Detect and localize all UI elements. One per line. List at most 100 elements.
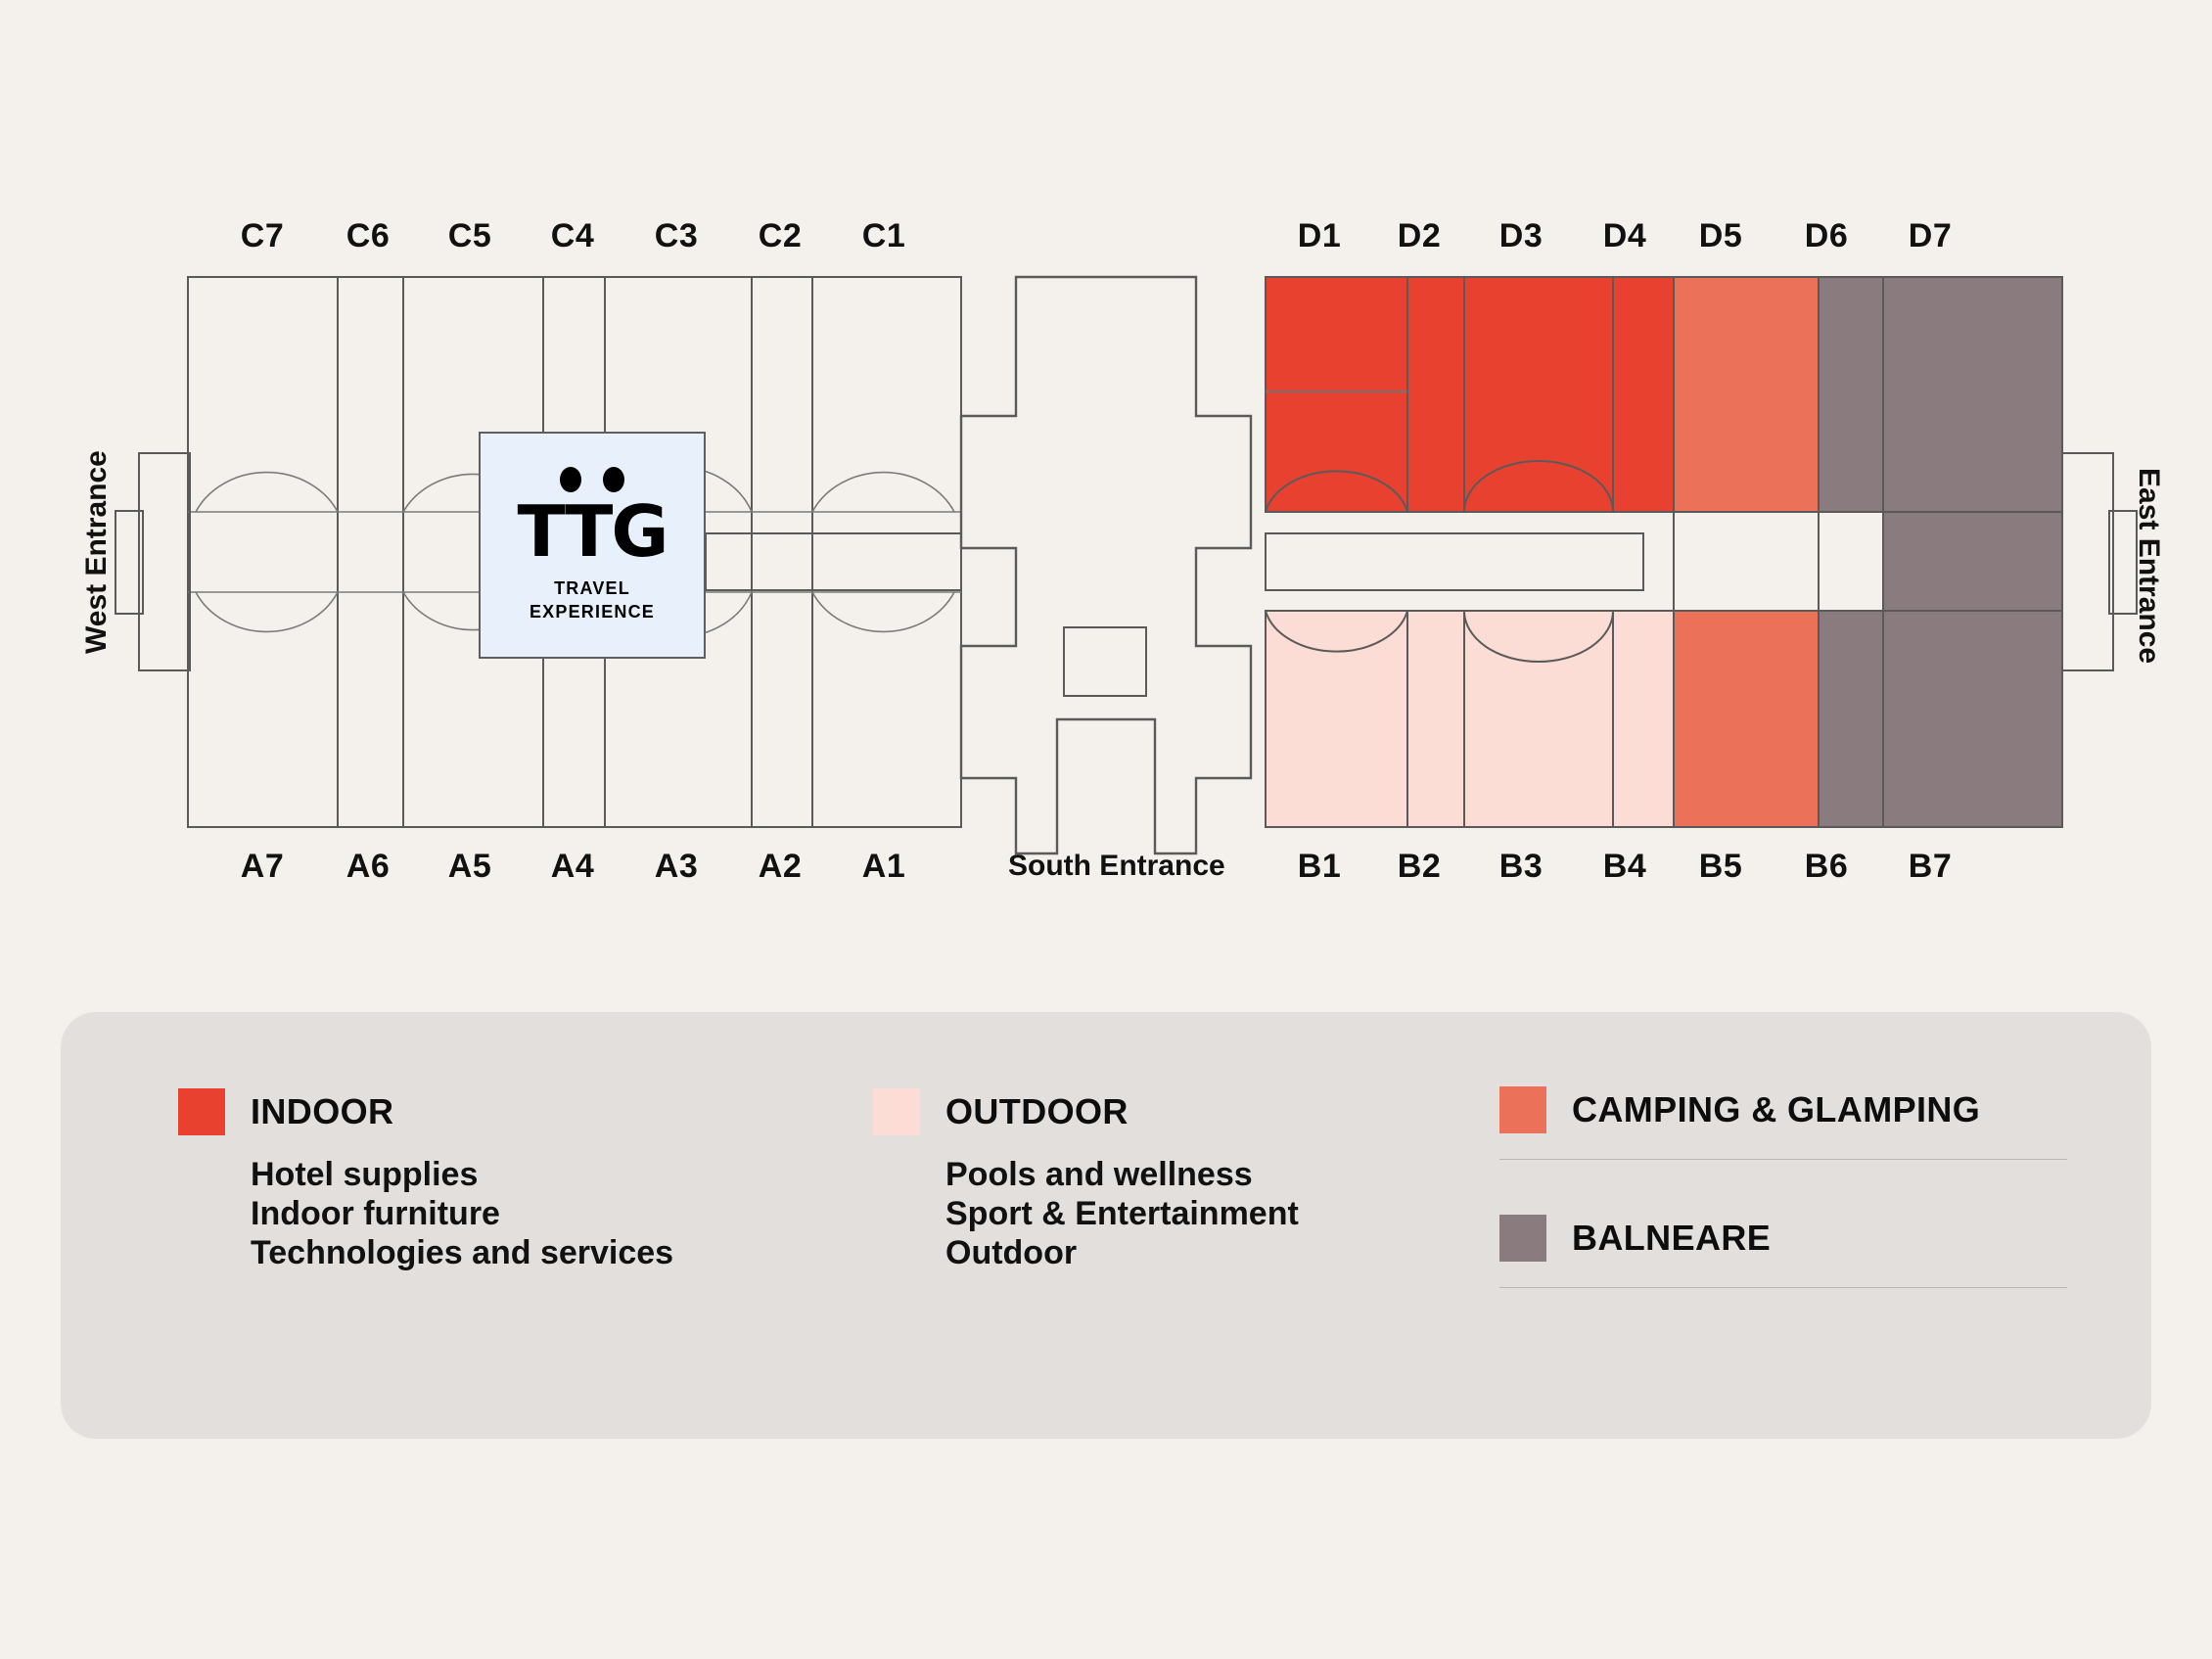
atrium-arc-1-top	[195, 471, 339, 513]
west-entrance-porch	[115, 510, 144, 615]
legend-title-balneare: BALNEARE	[1572, 1218, 1772, 1258]
hall-label-D6[interactable]: D6	[1804, 217, 1849, 254]
south-connector	[959, 275, 1253, 855]
south-connector-outline	[959, 275, 1253, 855]
east-building	[1265, 276, 2138, 828]
hall-label-A3[interactable]: A3	[654, 848, 699, 885]
ttg-wordmark: TTG	[517, 489, 669, 573]
hall-label-B5[interactable]: B5	[1698, 848, 1743, 885]
atrium-arc-4-bottom	[811, 591, 955, 633]
hall-label-A6[interactable]: A6	[346, 848, 391, 885]
hall-label-B4[interactable]: B4	[1602, 848, 1647, 885]
hall-B1	[1265, 610, 1408, 828]
hall-label-C1[interactable]: C1	[861, 217, 906, 254]
hall-label-C2[interactable]: C2	[758, 217, 803, 254]
legend-swatch-outdoor	[873, 1088, 920, 1135]
east-entrance-porch	[2108, 510, 2138, 615]
hall-label-B1[interactable]: B1	[1297, 848, 1342, 885]
hall-label-D4[interactable]: D4	[1602, 217, 1647, 254]
west-building	[115, 276, 962, 828]
legend-item-indoor-1: Hotel supplies	[251, 1156, 479, 1193]
legend-swatch-balneare	[1499, 1215, 1546, 1262]
legend-head-indoor[interactable]: INDOOR	[178, 1088, 824, 1135]
legend-divider-balneare	[1499, 1287, 2067, 1288]
legend-group-indoor: INDOOR Hotel supplies Indoor furniture T…	[178, 1088, 824, 1272]
ttg-logo-dot-left	[560, 466, 581, 492]
hall-D1-arc	[1265, 470, 1408, 513]
hall-label-C7[interactable]: C7	[240, 217, 285, 254]
hall-D3	[1463, 276, 1614, 513]
hall-label-A1[interactable]: A1	[861, 848, 906, 885]
atrium-arc-4-top	[811, 471, 955, 513]
hall-label-C5[interactable]: C5	[447, 217, 492, 254]
legend-item-outdoor-2: Sport & Entertainment	[945, 1195, 1299, 1233]
entrance-label-east[interactable]: East Entrance	[2133, 468, 2165, 665]
legend-divider-camping	[1499, 1159, 2067, 1160]
hall-B1-arc	[1265, 610, 1408, 653]
ttg-logo[interactable]: TTG TRAVEL EXPERIENCE	[479, 432, 706, 659]
hall-B5	[1673, 610, 1820, 828]
legend-group-balneare: BALNEARE	[1499, 1215, 2067, 1288]
ttg-logo-dots-icon	[560, 466, 624, 492]
hall-B2	[1406, 610, 1465, 828]
hall-label-C3[interactable]: C3	[654, 217, 699, 254]
hall-B4	[1612, 610, 1675, 828]
east-entrance-vestibule	[2061, 452, 2114, 671]
hall-B3	[1463, 610, 1614, 828]
legend-head-outdoor[interactable]: OUTDOOR	[873, 1088, 1480, 1135]
legend-head-camping[interactable]: CAMPING & GLAMPING	[1499, 1086, 2067, 1133]
hall-label-B2[interactable]: B2	[1397, 848, 1442, 885]
hall-label-A7[interactable]: A7	[240, 848, 285, 885]
legend-item-indoor-2: Indoor furniture	[251, 1195, 500, 1233]
legend-item-indoor-3: Technologies and services	[251, 1234, 674, 1272]
hall-D4	[1612, 276, 1675, 513]
legend-items-outdoor: Pools and wellness Sport & Entertainment…	[945, 1155, 1480, 1272]
hall-B3-arc	[1463, 610, 1614, 663]
entrance-label-west[interactable]: West Entrance	[80, 450, 113, 654]
hall-D7	[1882, 276, 2063, 513]
east-gap-D6-B6	[1818, 511, 1884, 612]
hall-D2	[1406, 276, 1465, 513]
hall-D6	[1818, 276, 1884, 513]
legend-swatch-indoor	[178, 1088, 225, 1135]
hall-label-D5[interactable]: D5	[1698, 217, 1743, 254]
ttg-tagline-line2: EXPERIENCE	[529, 602, 656, 622]
entrance-label-south[interactable]: South Entrance	[1008, 850, 1225, 882]
hall-B6	[1818, 610, 1884, 828]
legend-group-camping: CAMPING & GLAMPING	[1499, 1086, 2067, 1160]
hall-label-C4[interactable]: C4	[550, 217, 595, 254]
hall-B7	[1882, 610, 2063, 828]
legend-item-outdoor-3: Outdoor	[945, 1234, 1078, 1272]
legend-panel: INDOOR Hotel supplies Indoor furniture T…	[61, 1012, 2151, 1439]
hall-D1-lower	[1265, 391, 1408, 513]
hall-label-D7[interactable]: D7	[1908, 217, 1953, 254]
legend-items-indoor: Hotel supplies Indoor furniture Technolo…	[251, 1155, 824, 1272]
hall-label-A4[interactable]: A4	[550, 848, 595, 885]
west-corridor-spine	[705, 532, 962, 591]
hall-D3-arc	[1463, 460, 1614, 513]
west-entrance-vestibule	[138, 452, 191, 671]
legend-swatch-camping	[1499, 1086, 1546, 1133]
legend-group-outdoor: OUTDOOR Pools and wellness Sport & Enter…	[873, 1088, 1480, 1272]
south-entrance-kiosk	[1063, 626, 1147, 697]
hall-label-A2[interactable]: A2	[758, 848, 803, 885]
hall-label-B6[interactable]: B6	[1804, 848, 1849, 885]
legend-title-camping: CAMPING & GLAMPING	[1572, 1089, 1981, 1129]
legend-item-outdoor-1: Pools and wellness	[945, 1156, 1253, 1193]
ttg-tagline-line1: TRAVEL	[554, 577, 630, 598]
hall-label-A5[interactable]: A5	[447, 848, 492, 885]
legend-head-balneare[interactable]: BALNEARE	[1499, 1215, 2067, 1262]
east-corridor-spine	[1265, 532, 1644, 591]
hall-label-D3[interactable]: D3	[1498, 217, 1544, 254]
hall-label-C6[interactable]: C6	[346, 217, 391, 254]
hall-label-D2[interactable]: D2	[1397, 217, 1442, 254]
hall-label-B7[interactable]: B7	[1908, 848, 1953, 885]
hall-label-B3[interactable]: B3	[1498, 848, 1544, 885]
atrium-arc-1-bottom	[195, 591, 339, 633]
fair-floorplan: .wall { fill: none; stroke: #5A5A5A; str…	[115, 275, 2138, 855]
legend-group-column-3: CAMPING & GLAMPING BALNEARE	[1499, 1086, 2067, 1288]
hall-D5	[1673, 276, 1820, 513]
legend-title-outdoor: OUTDOOR	[945, 1091, 1129, 1131]
hall-label-D1[interactable]: D1	[1297, 217, 1342, 254]
